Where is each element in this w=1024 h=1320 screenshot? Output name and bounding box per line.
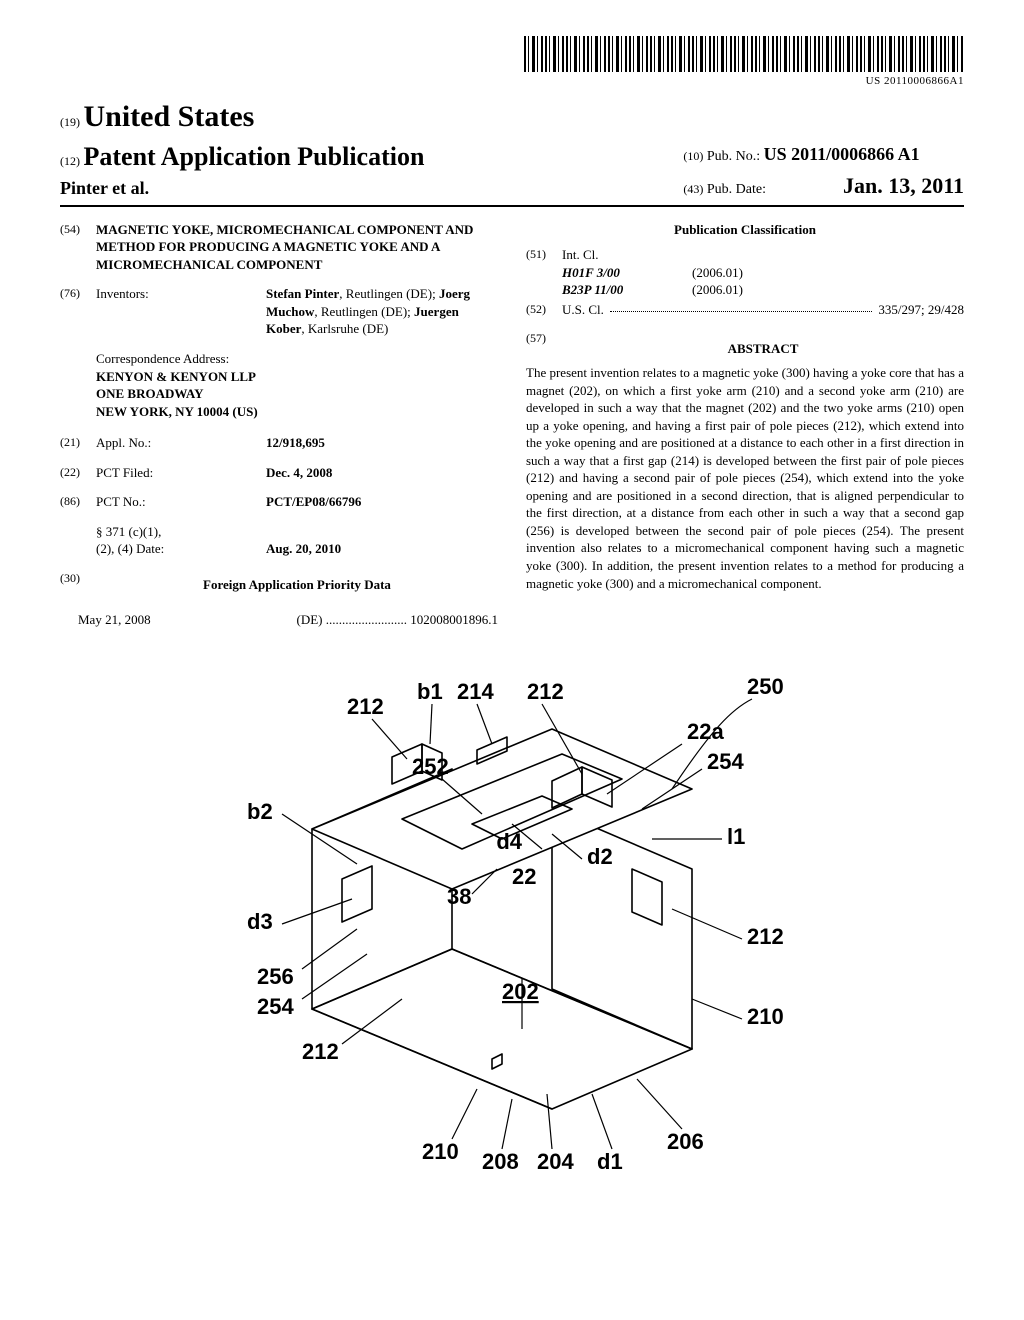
pub-no: US 2011/0006866 A1 (764, 144, 920, 164)
fig-label-252: 252 (412, 754, 449, 779)
fig-label-212d: 212 (747, 924, 784, 949)
pctno: PCT/EP08/66796 (266, 493, 498, 511)
pctno-code: (86) (60, 493, 96, 511)
fig-label-b2: b2 (247, 799, 273, 824)
s371-label: § 371 (c)(1), (2), (4) Date: (96, 523, 266, 558)
fig-label-212b: 212 (527, 679, 564, 704)
inventor-1: Stefan Pinter (266, 286, 339, 301)
intcl-code: (51) (526, 246, 562, 299)
masthead-left: (19) United States (12) Patent Applicati… (60, 97, 424, 201)
fig-label-d4: d4 (496, 829, 522, 854)
barcode-number: US 20110006866A1 (524, 74, 964, 89)
inventors-label: Inventors: (96, 285, 266, 338)
fig-label-254b: 254 (257, 994, 294, 1019)
fig-label-l1: l1 (727, 824, 745, 849)
title-code: (54) (60, 221, 96, 274)
doc-type: Patent Application Publication (84, 142, 425, 171)
uscl-label: U.S. Cl. (562, 301, 604, 319)
top-bar: US 20110006866A1 (60, 36, 964, 89)
foreign-date: May 21, 2008 (78, 611, 151, 629)
foreign-priority-row: May 21, 2008 (DE) ......................… (78, 611, 498, 629)
abstract-code: (57) (526, 330, 562, 364)
fig-label-210a: 210 (747, 1004, 784, 1029)
code-43: (43) (683, 182, 703, 196)
foreign-country: (DE) (297, 612, 323, 627)
fig-label-250: 250 (747, 674, 784, 699)
correspondence-addr1: ONE BROADWAY (96, 385, 498, 403)
fig-label-22: 22 (512, 864, 536, 889)
inventors-code: (76) (60, 285, 96, 338)
biblio-columns: (54) MAGNETIC YOKE, MICROMECHANICAL COMP… (60, 221, 964, 629)
masthead: (19) United States (12) Patent Applicati… (60, 97, 964, 207)
figure-area: 250 212 b1 214 212 22a 254 b2 252 l1 d4 … (60, 649, 964, 1184)
fig-label-210b: 210 (422, 1139, 459, 1164)
pub-date-label: Pub. Date: (707, 182, 766, 197)
intcl-row-2: B23P 11/00 (2006.01) (562, 281, 964, 299)
pctfiled: Dec. 4, 2008 (266, 464, 498, 482)
uscl-dots (610, 301, 873, 312)
correspondence-block: Correspondence Address: KENYON & KENYON … (96, 350, 498, 420)
masthead-right: (10) Pub. No.: US 2011/0006866 A1 (43) P… (683, 142, 964, 201)
fig-label-d2: d2 (587, 844, 613, 869)
abstract-text: The present invention relates to a magne… (526, 364, 964, 592)
s371-date: Aug. 20, 2010 (266, 540, 498, 558)
authors: Pinter et al. (60, 176, 424, 200)
intcl-label: Int. Cl. (562, 246, 964, 264)
intcl-year-1: (2006.01) (692, 264, 743, 282)
fig-label-212e: 212 (302, 1039, 339, 1064)
foreign-header: Foreign Application Priority Data (96, 576, 498, 594)
foreign-number: 102008001896.1 (410, 612, 498, 627)
code-12: (12) (60, 154, 80, 168)
fig-label-212a: 212 (347, 694, 384, 719)
country: United States (84, 100, 255, 133)
fig-label-204: 204 (537, 1149, 574, 1174)
abstract-header: ABSTRACT (562, 340, 964, 358)
fig-label-214: 214 (457, 679, 494, 704)
fig-label-b1: b1 (417, 679, 443, 704)
code-19: (19) (60, 115, 80, 129)
fig-label-254a: 254 (707, 749, 744, 774)
fig-label-256: 256 (257, 964, 294, 989)
fig-label-22a: 22a (687, 719, 724, 744)
right-column: Publication Classification (51) Int. Cl.… (526, 221, 964, 629)
intcl-code-1: H01F 3/00 (562, 264, 692, 282)
intcl-year-2: (2006.01) (692, 281, 743, 299)
code-10: (10) (683, 149, 703, 163)
pub-class-header: Publication Classification (526, 221, 964, 239)
fig-label-d3: d3 (247, 909, 273, 934)
foreign-code: (30) (60, 570, 96, 600)
intcl-row-1: H01F 3/00 (2006.01) (562, 264, 964, 282)
fig-label-d1: d1 (597, 1149, 623, 1174)
patent-front-page: US 20110006866A1 (19) United States (12)… (0, 0, 1024, 1320)
intcl-code-2: B23P 11/00 (562, 281, 692, 299)
pub-date: Jan. 13, 2011 (843, 173, 964, 198)
applno-code: (21) (60, 434, 96, 452)
inventors: Stefan Pinter, Reutlingen (DE); Joerg Mu… (266, 285, 498, 338)
barcode-stripes (524, 36, 964, 72)
applno-label: Appl. No.: (96, 434, 266, 452)
fig-label-208: 208 (482, 1149, 519, 1174)
pctno-label: PCT No.: (96, 493, 266, 511)
pctfiled-code: (22) (60, 464, 96, 482)
uscl-value: 335/297; 29/428 (878, 301, 964, 319)
fig-label-206: 206 (667, 1129, 704, 1154)
barcode: US 20110006866A1 (524, 36, 964, 89)
pub-no-label: Pub. No.: (707, 149, 760, 164)
fig-label-202: 202 (502, 979, 539, 1004)
correspondence-addr2: NEW YORK, NY 10004 (US) (96, 403, 498, 421)
pctfiled-label: PCT Filed: (96, 464, 266, 482)
invention-title: MAGNETIC YOKE, MICROMECHANICAL COMPONENT… (96, 221, 498, 274)
correspondence-label: Correspondence Address: (96, 350, 498, 368)
left-column: (54) MAGNETIC YOKE, MICROMECHANICAL COMP… (60, 221, 498, 629)
patent-figure-svg: 250 212 b1 214 212 22a 254 b2 252 l1 d4 … (192, 649, 832, 1179)
uscl-code: (52) (526, 301, 562, 319)
applno: 12/918,695 (266, 434, 498, 452)
correspondence-name: KENYON & KENYON LLP (96, 368, 498, 386)
fig-label-38: 38 (447, 884, 471, 909)
